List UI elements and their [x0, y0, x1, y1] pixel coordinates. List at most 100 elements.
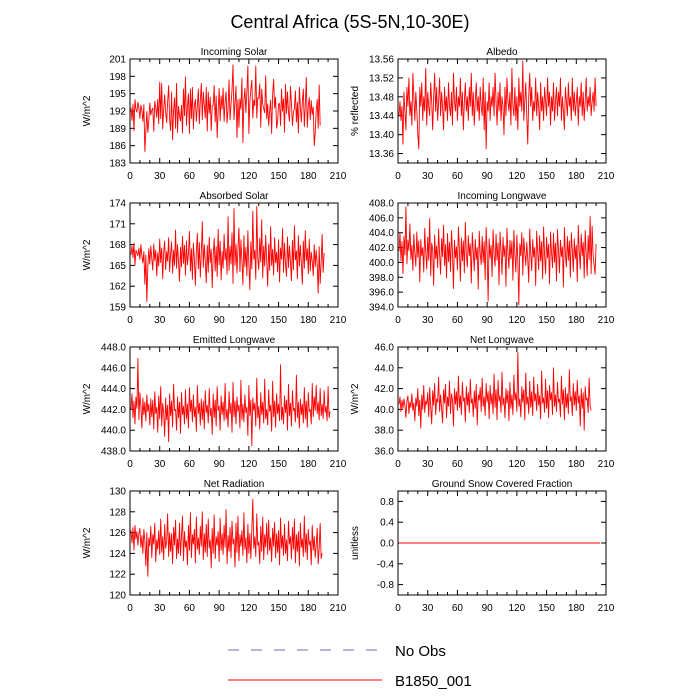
x-tick-label: 180: [568, 171, 585, 182]
x-tick-label: 60: [452, 315, 464, 326]
y-tick-label: 165: [109, 261, 126, 272]
x-tick-label: 90: [482, 171, 494, 182]
y-tick-label: 126: [109, 528, 126, 539]
panel-title: Emitted Longwave: [193, 335, 276, 346]
x-tick-label: 180: [300, 459, 317, 470]
plot-frame: [129, 202, 339, 308]
y-tick-label: -0.4: [377, 559, 395, 570]
y-tick-label: 40.0: [375, 405, 395, 416]
x-tick-label: 180: [568, 603, 585, 614]
y-tick-label: 446.0: [101, 363, 126, 374]
x-tick-label: 90: [482, 315, 494, 326]
y-axis-label: W/m^2: [82, 527, 93, 558]
y-tick-label: 13.52: [369, 73, 394, 84]
y-tick-label: 46.0: [375, 343, 395, 354]
legend-no-obs-label: No Obs: [395, 643, 446, 660]
x-tick-label: 150: [538, 459, 555, 470]
panel-incoming-longwave: Incoming Longwave 0 30 60 90 120 150 180 210 394.…: [369, 191, 615, 326]
x-tick-label: 210: [330, 171, 347, 182]
y-tick-label: 120: [109, 591, 126, 602]
x-tick-label: 180: [568, 459, 585, 470]
x-tick-label: 120: [509, 603, 526, 614]
y-tick-label: 201: [109, 55, 126, 66]
x-tick-label: 90: [214, 171, 226, 182]
x-tick-label: 30: [154, 603, 166, 614]
y-axis-label: W/m^2: [82, 239, 93, 270]
x-tick-label: 180: [568, 315, 585, 326]
panel-title: Net Longwave: [470, 335, 534, 346]
x-tick-label: 150: [538, 315, 555, 326]
y-tick-label: 408.0: [369, 199, 394, 210]
x-tick-label: 120: [241, 603, 258, 614]
y-tick-label: 36.0: [375, 447, 395, 458]
x-tick-label: 210: [598, 171, 615, 182]
x-tick-label: 0: [127, 315, 133, 326]
panel-title: Albedo: [486, 47, 518, 58]
y-tick-label: 396.0: [369, 288, 394, 299]
x-tick-label: 120: [241, 315, 258, 326]
y-tick-label: 440.0: [101, 426, 126, 437]
x-tick-label: 150: [270, 315, 287, 326]
y-axis-label: W/m^2: [82, 383, 93, 414]
panel-title: Ground Snow Covered Fraction: [432, 479, 573, 490]
x-tick-label: 30: [422, 459, 434, 470]
y-tick-label: 128: [109, 507, 126, 518]
y-tick-label: 398.0: [369, 273, 394, 284]
x-tick-label: 210: [330, 603, 347, 614]
y-tick-label: 0.8: [380, 497, 394, 508]
x-tick-label: 210: [330, 459, 347, 470]
x-tick-label: 30: [422, 171, 434, 182]
y-tick-label: 168: [109, 240, 126, 251]
x-tick-label: 60: [184, 459, 196, 470]
x-tick-label: 60: [452, 459, 464, 470]
panel-grid: Incoming Solar W/m^2 0 30 60 90 120 150 180 210 18…: [82, 47, 615, 614]
y-tick-label: 13.40: [369, 130, 394, 141]
x-tick-label: 60: [184, 171, 196, 182]
panel-incoming-solar: Incoming Solar W/m^2 0 30 60 90 120 150 180 210 18…: [82, 47, 347, 182]
y-tick-label: 394.0: [369, 303, 394, 314]
y-tick-label: 174: [109, 199, 126, 210]
plot-frame: [397, 58, 607, 164]
panel-net-longwave: Net Longwave W/m^2 0 30 60 90 120 150 180 210 36.0…: [350, 335, 615, 470]
x-tick-label: 120: [241, 459, 258, 470]
y-axis-label: unitless: [350, 526, 361, 560]
x-tick-label: 60: [184, 315, 196, 326]
x-tick-label: 30: [154, 459, 166, 470]
y-tick-label: 13.44: [369, 111, 394, 122]
y-tick-label: 38.0: [375, 426, 395, 437]
plot-frame: [129, 490, 339, 596]
y-tick-label: 0.0: [380, 539, 394, 550]
x-tick-label: 90: [214, 459, 226, 470]
x-tick-label: 0: [127, 459, 133, 470]
x-tick-label: 30: [422, 315, 434, 326]
plot-frame: [397, 346, 607, 452]
y-tick-label: 189: [109, 124, 126, 135]
y-tick-label: 162: [109, 282, 126, 293]
y-tick-label: 402.0: [369, 243, 394, 254]
y-tick-label: 124: [109, 549, 126, 560]
legend: No Obs B1850_001: [228, 643, 472, 690]
figure-title: Central Africa (5S-5N,10-30E): [230, 12, 469, 32]
panel-absorbed-solar: Absorbed Solar W/m^2 0 30 60 90 120 150 180 210 15…: [82, 191, 347, 326]
x-tick-label: 90: [214, 603, 226, 614]
y-tick-label: 13.48: [369, 92, 394, 103]
x-tick-label: 60: [452, 171, 464, 182]
x-tick-label: 210: [598, 459, 615, 470]
panel-title: Incoming Longwave: [458, 191, 547, 202]
series-line-b1850-001: [130, 498, 323, 577]
series-line-b1850-001: [398, 206, 597, 306]
series-line-b1850-001: [130, 206, 325, 302]
x-tick-label: 90: [214, 315, 226, 326]
y-tick-label: 438.0: [101, 447, 126, 458]
y-tick-label: 195: [109, 89, 126, 100]
panel-title: Net Radiation: [204, 479, 265, 490]
y-tick-label: 0.4: [380, 518, 394, 529]
y-axis-label: W/m^2: [82, 95, 93, 126]
x-tick-label: 150: [270, 603, 287, 614]
x-tick-label: 120: [509, 459, 526, 470]
x-tick-label: 210: [598, 603, 615, 614]
y-tick-label: 159: [109, 303, 126, 314]
y-tick-label: 13.36: [369, 149, 394, 160]
